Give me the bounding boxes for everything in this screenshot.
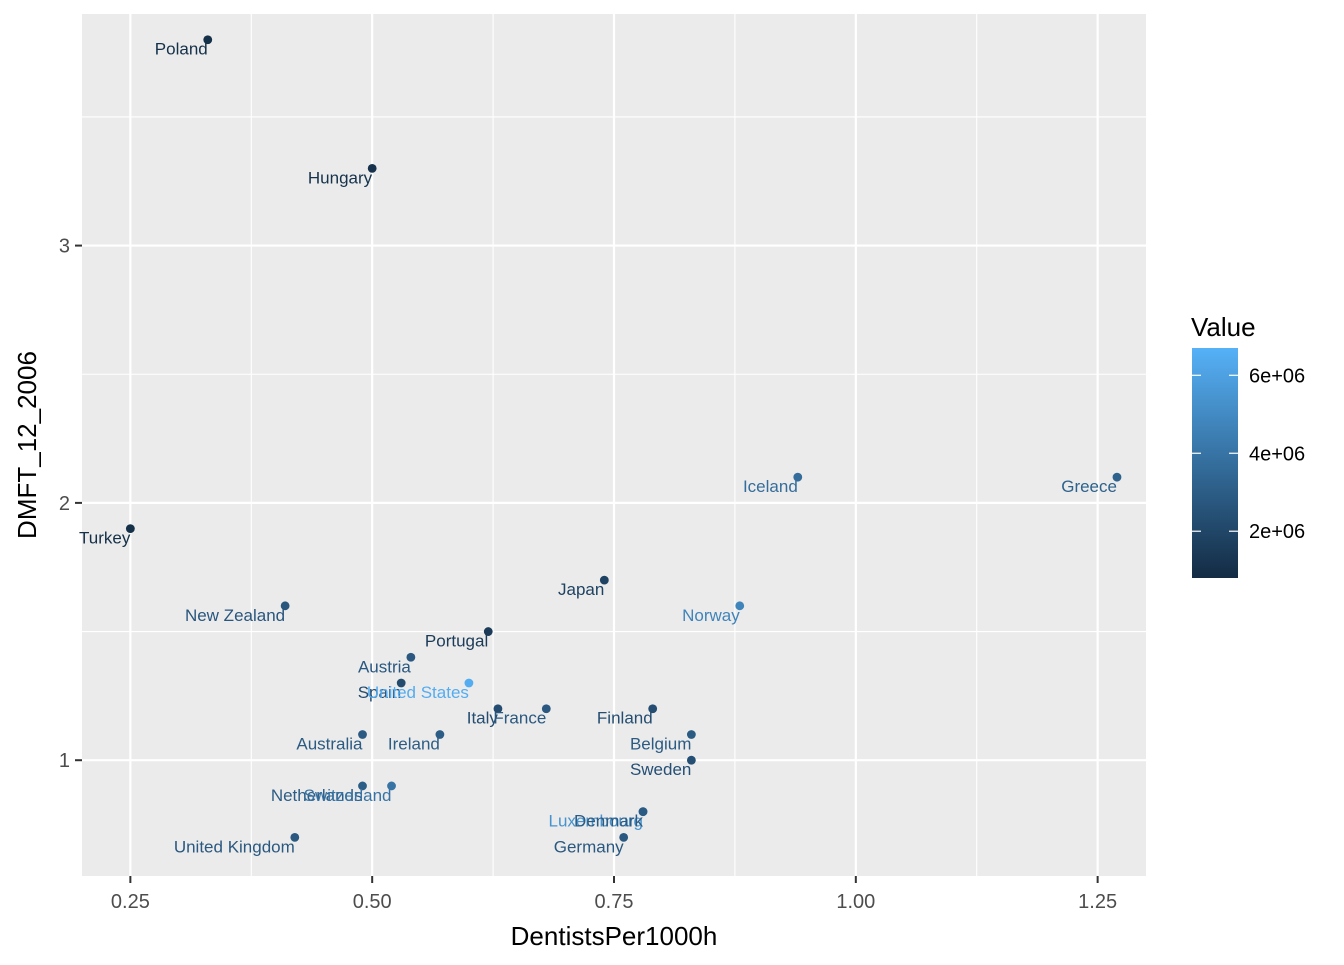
- data-label: Italy: [467, 709, 499, 728]
- data-label: Germany: [554, 837, 624, 856]
- data-label: United Kingdom: [174, 837, 295, 856]
- data-point: [648, 704, 658, 714]
- data-label: Australia: [296, 734, 363, 753]
- x-tick-label: 1.00: [836, 891, 875, 913]
- y-axis-title: DMFT_12_2006: [12, 351, 42, 539]
- data-point: [406, 652, 416, 662]
- y-axis: 1 2 3: [59, 236, 82, 772]
- data-label: France: [493, 709, 546, 728]
- data-label: New Zealand: [185, 606, 285, 625]
- data-point: [358, 781, 367, 791]
- data-labels: Poland Hungary Iceland Greece Turkey Japan New…: [79, 40, 1117, 857]
- colorbar-tick-label: 4e+06: [1249, 443, 1305, 465]
- y-tick-label: 3: [59, 236, 70, 258]
- data-label: Sweden: [630, 760, 691, 779]
- data-point: [290, 833, 300, 842]
- data-point: [125, 524, 135, 534]
- data-label: Greece: [1061, 477, 1117, 496]
- x-tick-label: 0.50: [353, 891, 392, 913]
- data-label: Iceland: [743, 477, 798, 496]
- data-label: Portugal: [425, 632, 488, 651]
- colorbar-legend: Value 2e+06 4e+06 6e+06: [1191, 312, 1305, 578]
- data-label: Austria: [358, 657, 411, 676]
- data-label: United States: [367, 683, 469, 702]
- data-point: [1112, 472, 1122, 482]
- data-point: [483, 627, 493, 636]
- data-point: [280, 601, 290, 611]
- data-point: [686, 730, 696, 739]
- colorbar-tick-label: 6e+06: [1249, 365, 1305, 387]
- data-point: [367, 163, 377, 173]
- data-label: Ireland: [388, 734, 440, 753]
- x-axis-title: DentistsPer1000h: [511, 921, 718, 951]
- data-label: Turkey: [79, 529, 131, 548]
- data-point: [358, 730, 367, 739]
- colorbar-ticks: 2e+06 4e+06 6e+06: [1192, 365, 1305, 543]
- data-point: [396, 678, 406, 688]
- data-label: Denmark: [574, 812, 643, 831]
- data-point: [638, 807, 648, 817]
- legend-title: Value: [1191, 312, 1256, 342]
- data-point: [387, 781, 396, 791]
- x-tick-label: 0.75: [595, 891, 634, 913]
- data-label: Japan: [558, 580, 604, 599]
- y-tick-label: 2: [59, 493, 70, 515]
- data-point: [541, 704, 551, 714]
- x-tick-label: 1.25: [1078, 891, 1117, 913]
- colorbar-tick-label: 2e+06: [1249, 521, 1305, 543]
- colorbar-gradient: [1192, 348, 1238, 578]
- data-label: Norway: [682, 606, 740, 625]
- x-axis: 0.25 0.50 0.75 1.00 1.25: [111, 876, 1117, 913]
- y-tick-label: 1: [59, 750, 70, 772]
- data-point: [493, 704, 503, 714]
- data-label: Netherlands: [271, 786, 363, 805]
- data-point: [203, 35, 213, 45]
- grid-major: [82, 14, 1146, 876]
- data-label: Hungary: [308, 168, 373, 187]
- data-point: [735, 601, 745, 611]
- data-label: Finland: [597, 709, 653, 728]
- data-point: [599, 575, 609, 585]
- data-point: [793, 472, 803, 482]
- x-tick-label: 0.25: [111, 891, 150, 913]
- data-point: [464, 678, 474, 688]
- data-point: [686, 755, 696, 765]
- data-points: [125, 35, 1122, 842]
- data-point: [619, 833, 629, 842]
- data-label: Switzerland: [304, 786, 392, 805]
- data-point: [435, 730, 445, 739]
- data-label: Poland: [155, 40, 208, 59]
- data-label: Belgium: [630, 734, 691, 753]
- data-label: Luxembourg: [549, 812, 644, 831]
- data-label: Spain: [358, 683, 401, 702]
